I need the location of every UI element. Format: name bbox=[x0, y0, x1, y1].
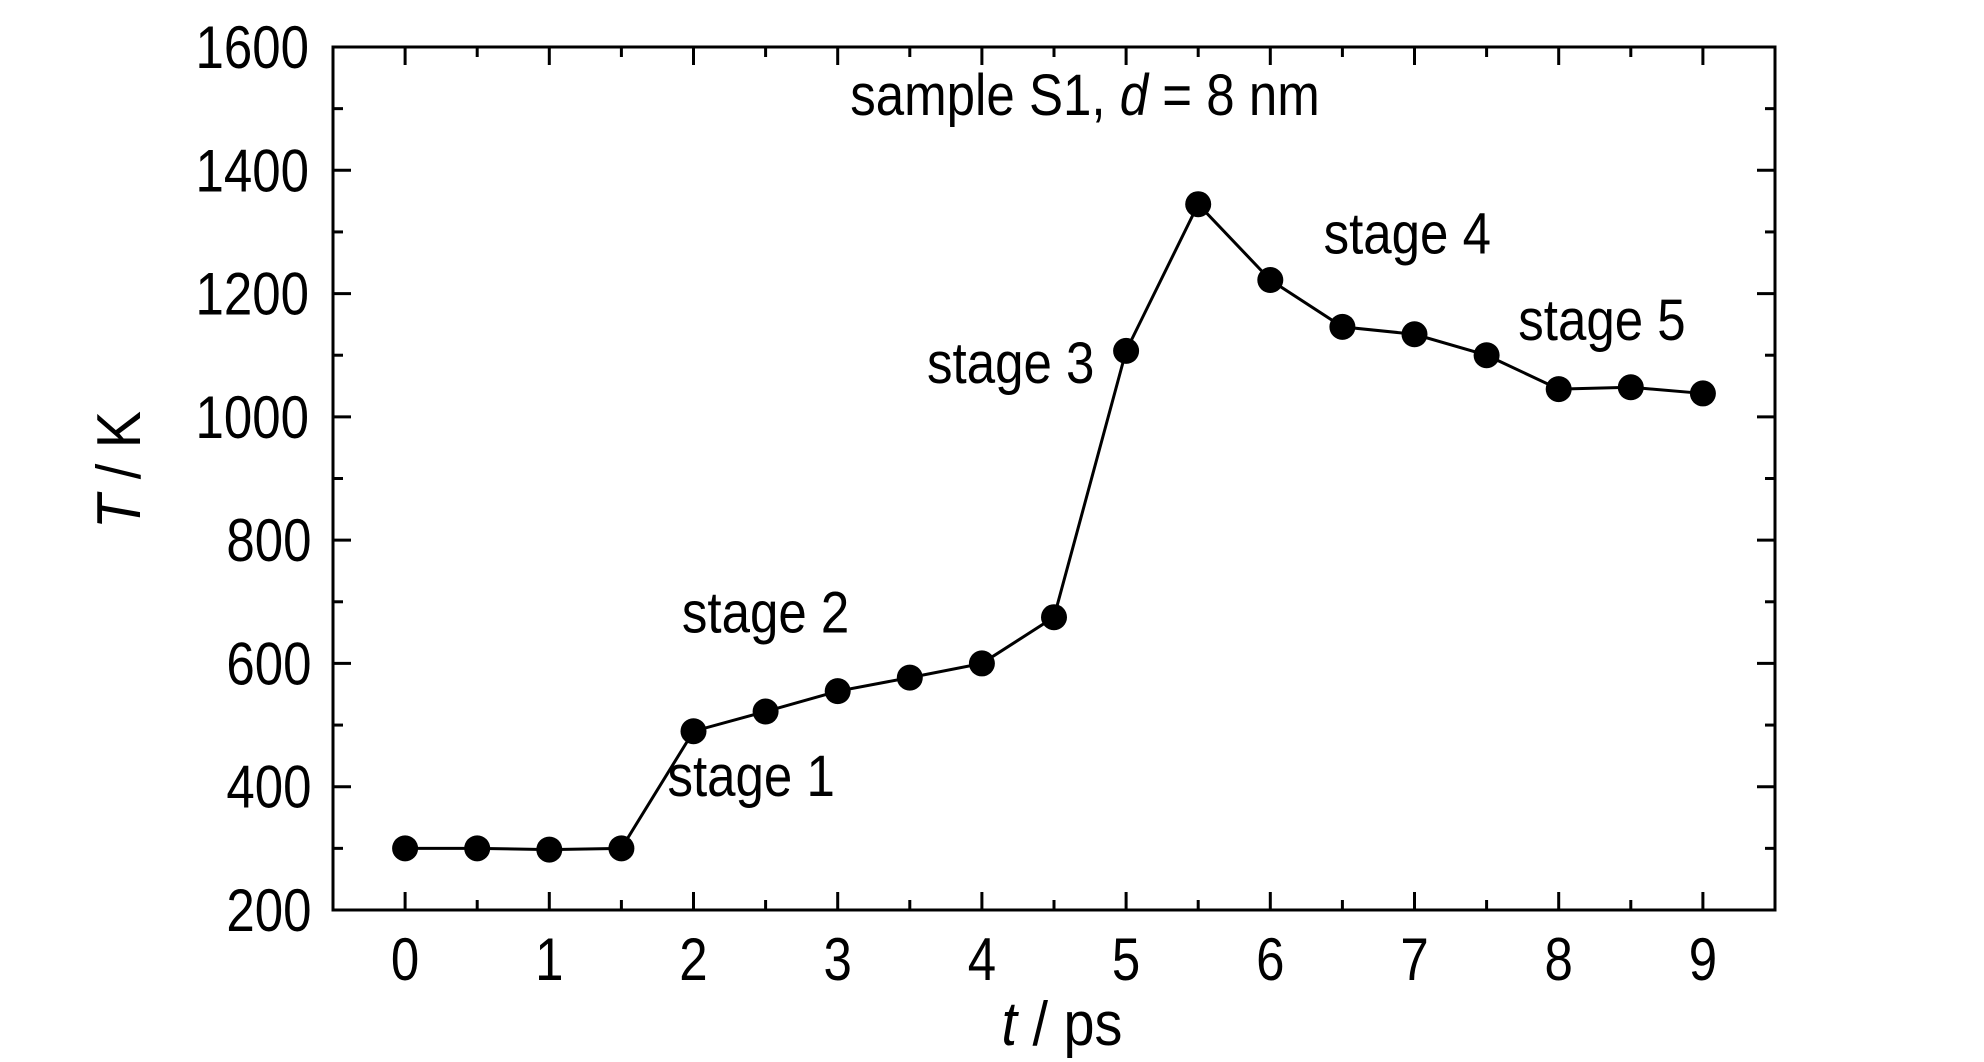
data-point bbox=[752, 698, 779, 725]
y-tick-label: 400 bbox=[226, 754, 311, 821]
y-tick-label: 1200 bbox=[196, 261, 309, 328]
data-point bbox=[968, 650, 995, 677]
axis-ticks bbox=[333, 45, 1775, 912]
x-tick-label: 2 bbox=[679, 926, 707, 993]
y-tick-label: 1000 bbox=[196, 384, 309, 451]
series-line bbox=[405, 201, 1704, 852]
x-tick-label: 9 bbox=[1689, 926, 1717, 993]
stage-annotation: stage 1 bbox=[667, 744, 834, 809]
data-point bbox=[824, 678, 851, 705]
data-point bbox=[1401, 321, 1428, 348]
data-point bbox=[1041, 604, 1067, 631]
y-tick-label: 800 bbox=[226, 507, 311, 574]
annotations: stage 1 stage 2 stage 3 stage 4 stage 5 bbox=[667, 201, 1685, 808]
data-point bbox=[392, 835, 419, 862]
stage-annotation: stage 3 bbox=[927, 331, 1094, 396]
y-axis-title: T / K bbox=[85, 411, 153, 529]
stage-annotation: stage 4 bbox=[1324, 201, 1491, 266]
y-tick-label: 200 bbox=[226, 877, 311, 944]
y-tick-label: 600 bbox=[226, 631, 311, 698]
stage-annotation: stage 5 bbox=[1518, 288, 1685, 353]
sample-label: sample S1, d = 8 nm bbox=[850, 63, 1319, 128]
x-tick-label: 1 bbox=[535, 926, 563, 993]
data-point bbox=[1185, 191, 1212, 218]
data-point bbox=[1689, 380, 1716, 407]
stage-annotation: stage 2 bbox=[682, 581, 849, 646]
x-axis-title: t / ps bbox=[1002, 990, 1123, 1058]
plot-frame bbox=[331, 45, 1777, 912]
data-point bbox=[1617, 374, 1644, 401]
data-point bbox=[464, 835, 491, 862]
x-tick-label: 6 bbox=[1256, 926, 1284, 993]
data-point bbox=[1329, 313, 1356, 340]
x-tick-label: 4 bbox=[968, 926, 996, 993]
data-point bbox=[536, 836, 563, 863]
x-tick-label: 0 bbox=[391, 926, 419, 993]
data-point bbox=[608, 835, 635, 862]
tick-labels: 0 1 2 3 4 5 6 7 8 9 200 400 600 800 1000 1200 1400 1600 bbox=[196, 14, 1718, 993]
x-tick-label: 7 bbox=[1400, 926, 1428, 993]
data-point bbox=[1113, 337, 1140, 364]
data-point bbox=[1473, 342, 1500, 369]
x-tick-label: 8 bbox=[1545, 926, 1573, 993]
x-tick-label: 3 bbox=[824, 926, 852, 993]
data-point bbox=[1545, 376, 1572, 403]
x-tick-label: 5 bbox=[1112, 926, 1140, 993]
data-series bbox=[392, 191, 1716, 863]
y-tick-label: 1600 bbox=[196, 14, 309, 81]
data-point bbox=[1257, 267, 1284, 294]
data-point bbox=[896, 664, 923, 691]
data-point bbox=[680, 718, 707, 745]
y-tick-label: 1400 bbox=[196, 137, 309, 204]
